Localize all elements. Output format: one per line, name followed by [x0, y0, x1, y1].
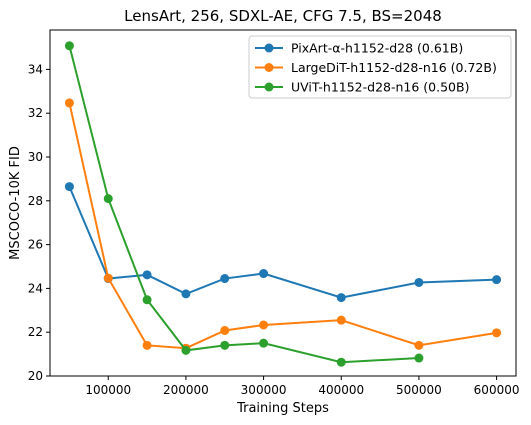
- series-layer: [64, 41, 502, 367]
- legend-item: PixArt-α-h1152-d28 (0.61B): [255, 41, 463, 56]
- legend-swatch-marker: [264, 43, 274, 53]
- legend: PixArt-α-h1152-d28 (0.61B) LargeDiT-h1152…: [248, 35, 512, 99]
- data-point: [64, 98, 74, 108]
- legend-item: LargeDiT-h1152-d28-n16 (0.72B): [255, 60, 497, 75]
- y-tick-label: 20: [28, 369, 43, 383]
- y-tick-label: 22: [28, 325, 43, 339]
- data-point: [414, 353, 424, 363]
- legend-swatch-marker: [264, 63, 274, 72]
- legend-label: UViT-h1152-d28-n16 (0.50B): [291, 80, 469, 95]
- x-tick-label: 200000: [163, 383, 209, 397]
- data-point: [220, 340, 230, 350]
- y-tick-label: 32: [28, 106, 43, 120]
- data-point: [259, 320, 269, 330]
- data-point: [259, 338, 269, 348]
- data-point: [220, 325, 230, 335]
- data-point: [142, 340, 152, 350]
- data-point: [336, 357, 346, 367]
- legend-label: LargeDiT-h1152-d28-n16 (0.72B): [291, 60, 497, 75]
- y-tick-label: 30: [28, 150, 43, 164]
- data-point: [142, 295, 152, 305]
- data-point: [64, 41, 74, 51]
- y-axis-label: MSCOCO-10K FID: [8, 146, 23, 260]
- x-axis: 100000 200000 300000 400000 500000 600000: [85, 376, 519, 397]
- y-tick-label: 28: [28, 194, 43, 208]
- chart-title: LensArt, 256, SDXL-AE, CFG 7.5, BS=2048: [124, 7, 442, 25]
- legend-item: UViT-h1152-d28-n16 (0.50B): [255, 80, 469, 95]
- data-point: [181, 345, 191, 355]
- legend-swatch-marker: [264, 82, 274, 92]
- legend-box: [248, 35, 512, 99]
- data-point: [414, 277, 424, 287]
- data-point: [336, 315, 346, 325]
- x-tick-label: 400000: [318, 383, 364, 397]
- x-tick-label: 600000: [474, 383, 520, 397]
- data-point: [103, 194, 113, 204]
- series-3: [64, 41, 424, 367]
- x-tick-label: 300000: [241, 383, 287, 397]
- y-axis: 20 22 24 26 28 30 32 34: [28, 62, 50, 383]
- data-point: [259, 269, 269, 279]
- y-tick-label: 24: [28, 281, 43, 295]
- data-point: [492, 275, 502, 285]
- data-point: [414, 340, 424, 350]
- y-tick-label: 34: [28, 62, 43, 76]
- data-point: [336, 293, 346, 303]
- data-point: [103, 273, 113, 283]
- data-point: [220, 274, 230, 284]
- x-tick-label: 500000: [396, 383, 442, 397]
- data-point: [64, 182, 74, 192]
- y-tick-label: 26: [28, 238, 43, 252]
- data-point: [492, 328, 502, 338]
- x-axis-label: Training Steps: [236, 401, 329, 416]
- x-tick-label: 100000: [85, 383, 131, 397]
- series-line: [68, 45, 419, 364]
- legend-label: PixArt-α-h1152-d28 (0.61B): [291, 41, 463, 56]
- data-point: [181, 289, 191, 299]
- data-point: [142, 270, 152, 280]
